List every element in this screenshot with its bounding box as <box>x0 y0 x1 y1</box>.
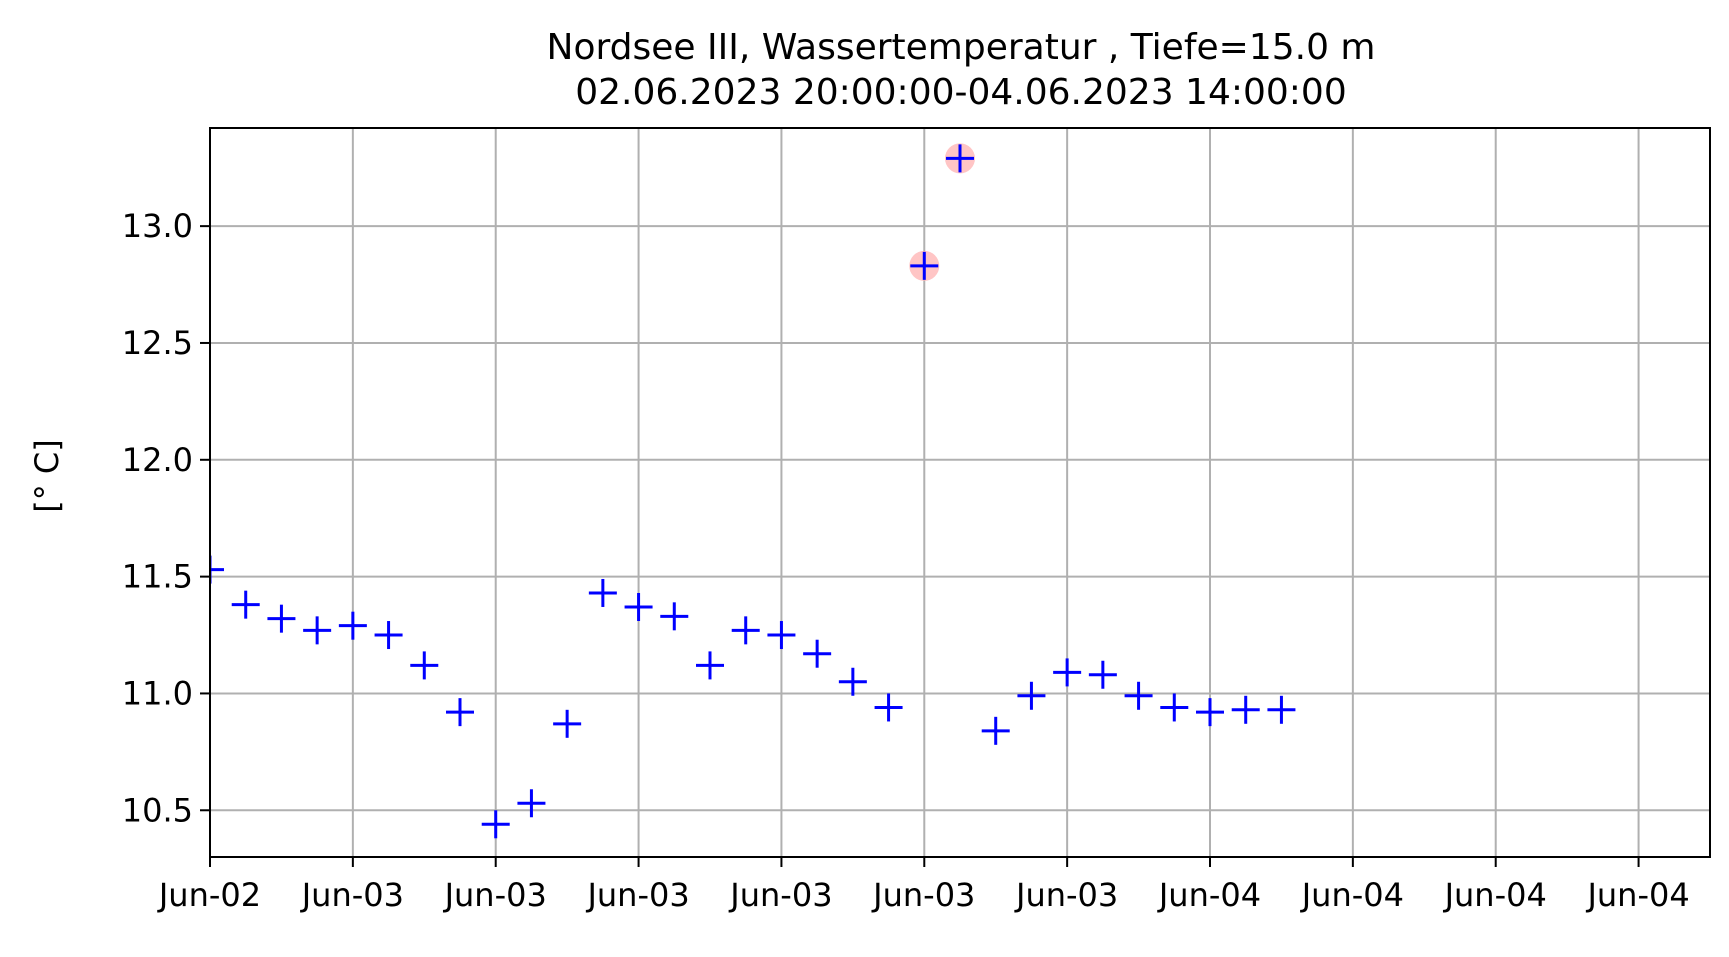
data-point <box>517 789 546 818</box>
data-point <box>374 621 403 650</box>
axes-layer <box>209 127 1711 858</box>
chart-subtitle: 02.06.2023 20:00:00-04.06.2023 14:00:00 <box>575 72 1347 113</box>
data-point <box>1231 695 1260 724</box>
data-point <box>731 616 760 645</box>
x-tick-label: Jun-04 <box>1300 876 1404 914</box>
x-tick-label: Jun-03 <box>871 876 975 914</box>
x-tick-label: Jun-03 <box>1014 876 1118 914</box>
x-tick-label: Jun-03 <box>585 876 689 914</box>
data-point <box>1053 658 1082 687</box>
data-point <box>553 709 582 738</box>
data-point <box>838 667 867 696</box>
y-tick-label: 11.0 <box>122 674 193 712</box>
data-point <box>210 555 224 584</box>
marks-layer <box>210 144 1296 839</box>
x-tick-label: Jun-03 <box>300 876 404 914</box>
x-tick-label: Jun-03 <box>728 876 832 914</box>
y-tick-label: 11.5 <box>122 558 193 596</box>
x-tick-label: Jun-02 <box>157 876 261 914</box>
data-point <box>946 144 974 173</box>
data-point <box>910 251 939 280</box>
plot-frame <box>209 127 1711 858</box>
data-point <box>696 651 724 680</box>
chart-title: Nordsee III, Wassertemperatur , Tiefe=15… <box>547 27 1376 68</box>
data-point <box>1124 681 1153 710</box>
flag-layer <box>909 143 975 281</box>
data-point <box>410 651 439 680</box>
data-point <box>303 616 332 645</box>
x-tick-label: Jun-03 <box>443 876 547 914</box>
y-tick-label: 12.5 <box>122 324 193 362</box>
ticks-layer: Jun-02 Jun-03 Jun-03 Jun-03 Jun-03 Jun-03 Jun-… <box>122 207 1690 914</box>
y-tick-label: 13.0 <box>122 207 193 245</box>
data-point <box>588 578 617 607</box>
data-point <box>1017 681 1046 710</box>
x-tick-label: Jun-04 <box>1443 876 1547 914</box>
data-point <box>1196 698 1224 727</box>
data-point <box>481 810 510 839</box>
data-point <box>338 611 367 640</box>
y-axis-label: [° C] <box>28 439 66 512</box>
data-point <box>874 693 903 722</box>
data-point <box>231 590 260 619</box>
data-point <box>446 698 474 727</box>
data-point <box>1160 693 1189 722</box>
y-tick-label: 10.5 <box>122 791 193 829</box>
data-point <box>1088 660 1117 689</box>
data-point <box>624 592 653 621</box>
data-point <box>660 602 689 631</box>
x-tick-label: Jun-04 <box>1585 876 1689 914</box>
data-point <box>267 604 296 633</box>
data-point <box>767 621 796 650</box>
data-point <box>1267 695 1296 724</box>
data-point <box>803 639 832 668</box>
data-point <box>981 716 1010 745</box>
y-tick-label: 12.0 <box>122 441 193 479</box>
x-tick-label: Jun-04 <box>1157 876 1261 914</box>
grid-layer <box>209 128 1710 857</box>
